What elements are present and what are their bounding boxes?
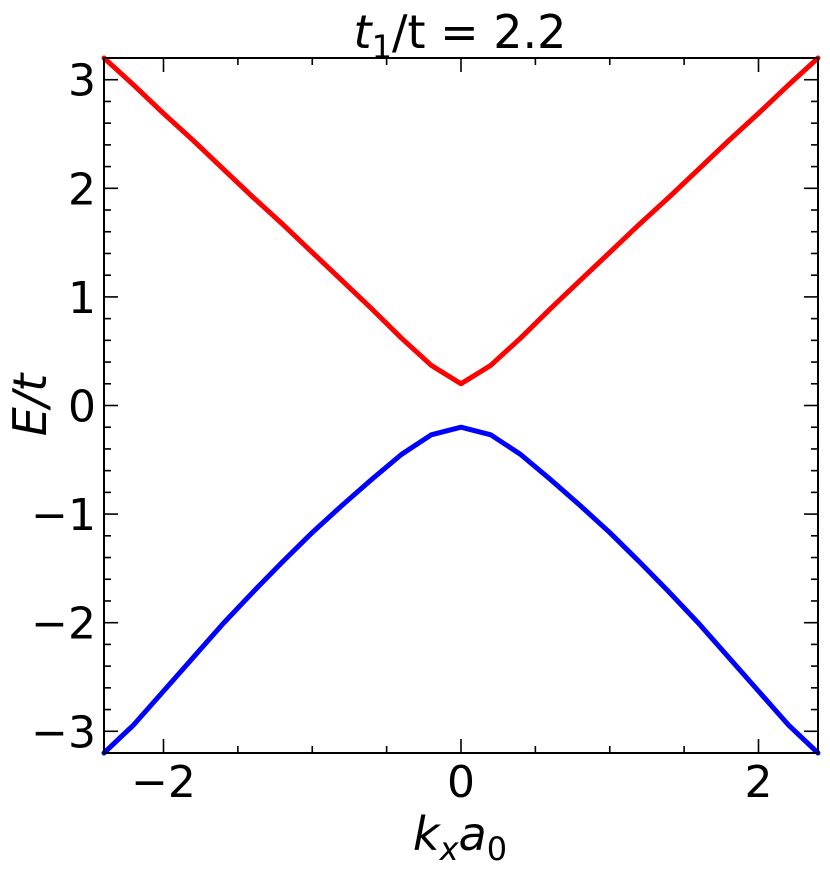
title-subscript: 1: [372, 28, 392, 66]
y-tick-label: 2: [68, 164, 96, 215]
x-label-sub-x: x: [439, 830, 460, 868]
curves-layer: [101, 55, 821, 756]
x-label-var-a: a: [459, 807, 487, 861]
series-line-1: [101, 424, 821, 756]
x-tick-label: 2: [745, 757, 773, 808]
plot-frame: [103, 57, 819, 754]
x-axis-label: kxa0: [413, 807, 507, 868]
series-line-0: [101, 55, 821, 387]
x-label-var-k: k: [413, 807, 442, 861]
y-tick-label: −3: [31, 707, 96, 758]
title-var: t: [354, 5, 374, 59]
chart-title: t1/t = 2.2: [354, 5, 567, 66]
y-tick-label: −1: [31, 490, 96, 541]
x-tick-label: −2: [131, 757, 196, 808]
tick-labels-layer: −2 0 2 −3 −2 −1 0 1 2 3: [31, 56, 772, 808]
y-tick-label: 1: [68, 273, 96, 324]
x-tick-label: 0: [447, 757, 475, 808]
y-tick-label: 0: [68, 382, 96, 433]
x-label-sub-0: 0: [487, 830, 507, 868]
y-axis-label: E/t: [3, 372, 57, 437]
title-rest: /t = 2.2: [392, 5, 566, 59]
ticks-layer: [104, 57, 818, 754]
y-tick-label: 3: [68, 56, 96, 107]
y-tick-label: −2: [31, 599, 96, 650]
